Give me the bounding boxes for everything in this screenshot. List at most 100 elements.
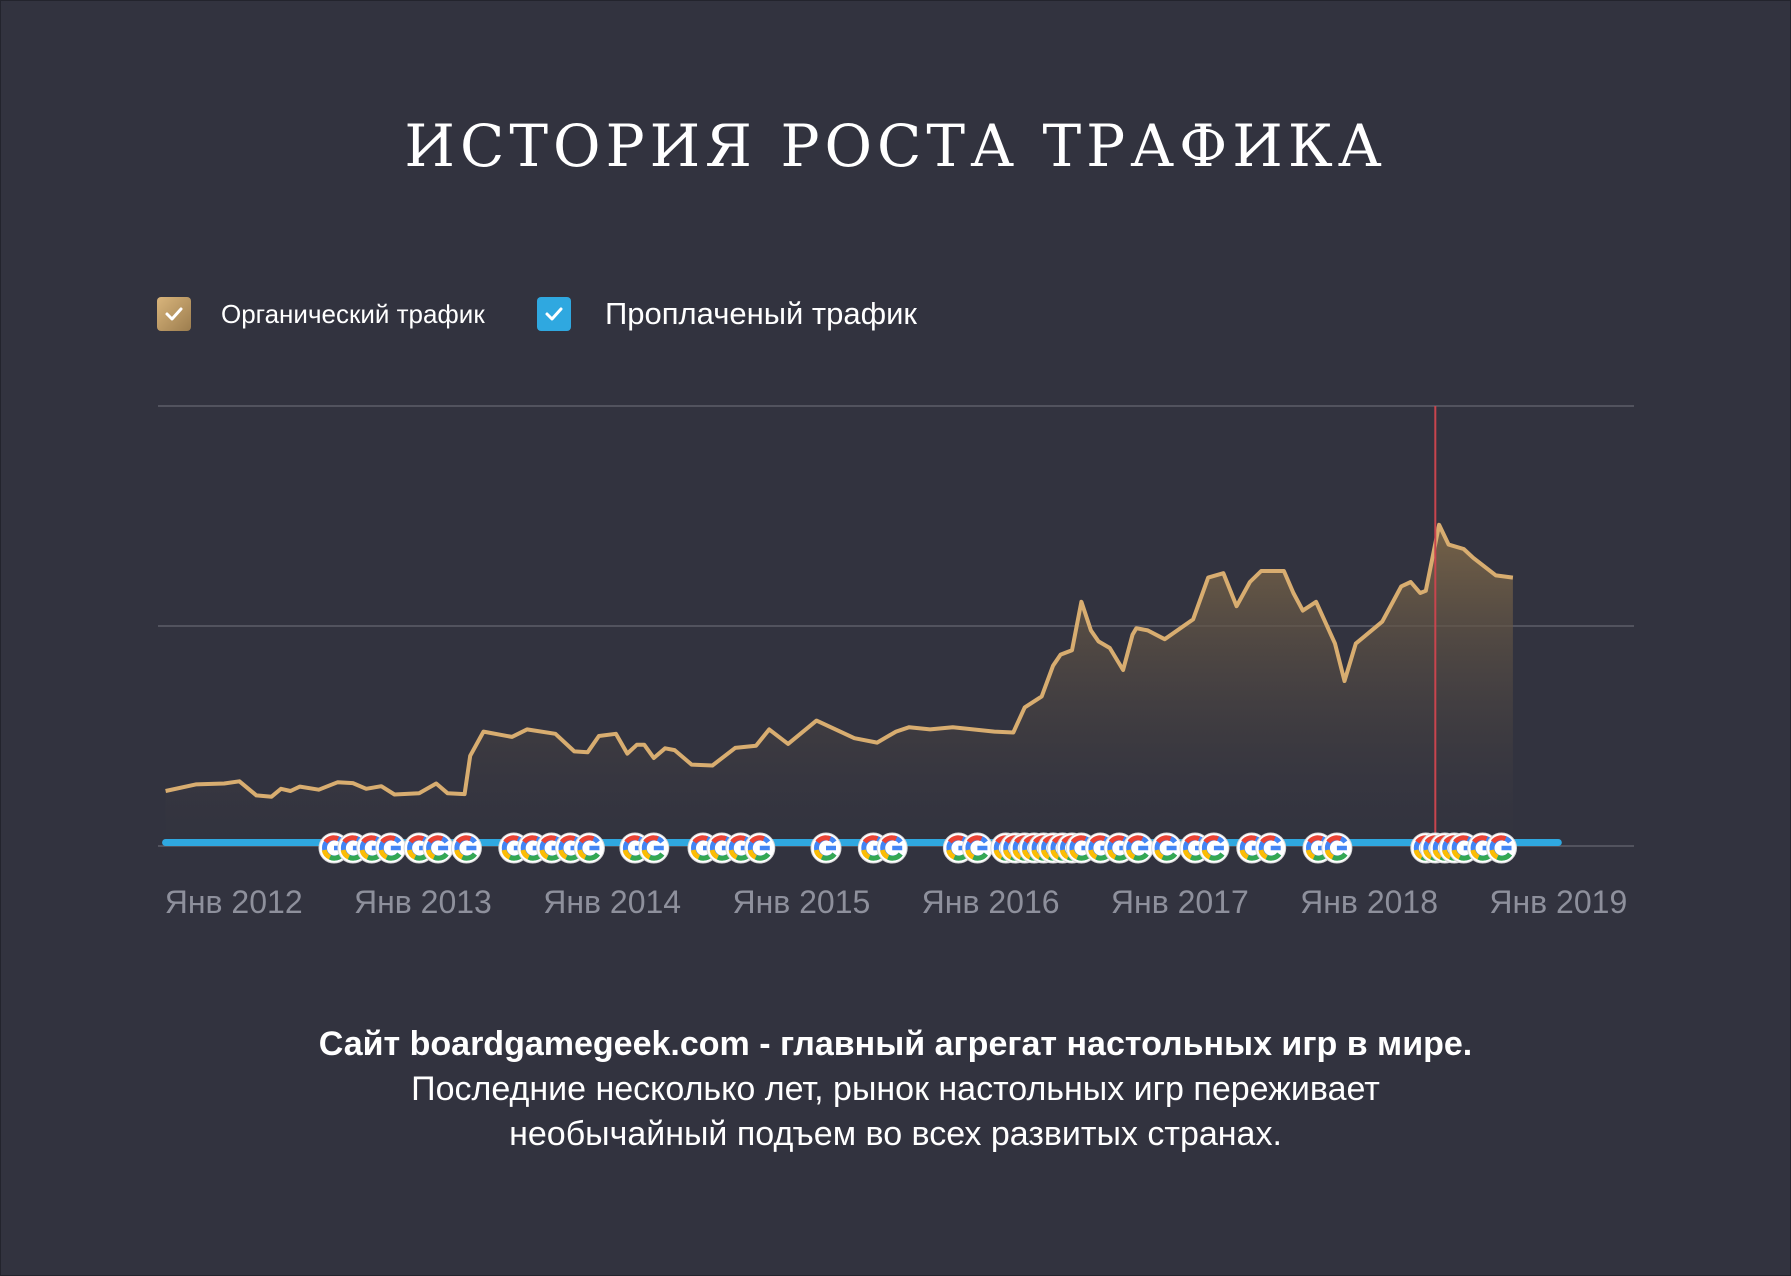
google-icon-yellow — [1258, 849, 1268, 860]
google-icon-red — [624, 835, 640, 844]
caption-line-1: Сайт boardgamegeek.com - главный агрегат… — [318, 1025, 1473, 1063]
google-icon-yellow — [709, 849, 720, 860]
google-icon-red — [1260, 835, 1276, 844]
google-icon-red — [1070, 835, 1087, 844]
google-icon-yellow — [1012, 849, 1022, 860]
google-icon-yellow — [1441, 849, 1452, 860]
google-icon-red — [1089, 835, 1106, 844]
google-icon-green — [1133, 852, 1149, 861]
google-icon-yellow — [641, 849, 652, 860]
x-tick-label: Янв 2016 — [922, 884, 1060, 920]
x-tick-label: Янв 2019 — [1489, 884, 1627, 920]
google-icon-yellow — [813, 849, 824, 860]
google-icon-red — [749, 835, 765, 844]
google-icon-yellow — [622, 849, 633, 860]
google-icon-green — [820, 852, 837, 861]
google-icon-yellow — [1069, 849, 1079, 860]
google-icon-yellow — [340, 849, 351, 860]
google-g-icon — [573, 832, 605, 864]
google-icon-red — [1203, 835, 1219, 844]
checkmark-icon — [545, 307, 563, 321]
google-icon-red — [862, 835, 879, 844]
google-icon-yellow — [1040, 849, 1051, 860]
google-icon-yellow — [1002, 849, 1013, 860]
google-icon-green — [972, 852, 988, 861]
chart-title: ИСТОРИЯ РОСТА ТРАФИКА — [404, 112, 1387, 180]
google-icon-yellow — [993, 849, 1004, 860]
google-icon-yellow — [520, 849, 530, 860]
google-g-icon — [744, 832, 776, 864]
google-icon-red — [559, 835, 576, 844]
google-icon-yellow — [1470, 849, 1480, 860]
google-icon-red — [1490, 835, 1507, 844]
google-g-icon — [810, 832, 842, 864]
google-icon-red — [455, 835, 472, 844]
google-icon-yellow — [861, 849, 871, 860]
google-icon-yellow — [946, 849, 956, 860]
google-icon-yellow — [1324, 849, 1335, 860]
google-icon-red — [815, 835, 832, 844]
x-tick-label: Янв 2012 — [165, 884, 303, 920]
google-icon-yellow — [454, 849, 464, 860]
caption: Сайт boardgamegeek.com - главный агрегат… — [0, 1022, 1791, 1157]
checkmark-icon — [165, 307, 183, 321]
google-icon-red — [427, 835, 444, 844]
google-icon-red — [380, 835, 396, 844]
google-g-icon — [638, 832, 670, 864]
google-icon-yellow — [425, 849, 436, 860]
legend-label-paid: Проплаченый трафик — [605, 296, 917, 331]
google-icon-red — [947, 835, 964, 844]
google-icon-green — [887, 852, 903, 861]
google-icon-yellow — [747, 849, 758, 860]
x-tick-label: Янв 2014 — [543, 884, 681, 920]
google-icon-yellow — [1088, 849, 1098, 860]
legend-label-organic: Органический трафик — [221, 298, 485, 329]
google-icon-red — [643, 835, 659, 844]
google-g-icon — [375, 832, 407, 864]
google-icon-red — [578, 835, 595, 844]
google-icon-red — [881, 835, 898, 844]
google-g-icon — [1122, 832, 1154, 864]
google-icon-green — [1208, 852, 1225, 861]
x-tick-label: Янв 2015 — [732, 884, 870, 920]
google-icon-yellow — [1423, 849, 1433, 860]
google-icon-yellow — [558, 849, 568, 860]
google-icon-red — [541, 835, 557, 844]
google-icon-red — [1326, 835, 1342, 844]
google-icon-yellow — [1451, 849, 1461, 860]
caption-line-2: Последние несколько лет, рынок настольны… — [411, 1070, 1380, 1108]
google-icon-red — [1108, 835, 1125, 844]
google-icon-yellow — [359, 849, 370, 860]
google-g-icon — [450, 832, 482, 864]
google-icon-yellow — [378, 849, 389, 860]
google-icon-yellow — [501, 849, 512, 860]
google-icon-yellow — [1239, 849, 1250, 860]
organic-series-line — [165, 522, 1514, 799]
legend-item-paid[interactable]: Проплаченый трафик — [537, 296, 917, 332]
google-icon-yellow — [1305, 849, 1316, 860]
google-icon-green — [433, 852, 449, 861]
google-icon-green — [754, 852, 771, 861]
google-icon-red — [503, 835, 519, 844]
google-icon-red — [711, 835, 727, 844]
organic-checkbox[interactable] — [157, 297, 191, 331]
google-icon-green — [584, 852, 600, 861]
google-g-icon — [961, 832, 993, 864]
google-icon-red — [408, 835, 425, 844]
google-icon-yellow — [577, 849, 587, 860]
google-icon-yellow — [1432, 849, 1443, 860]
legend-item-organic[interactable]: Органический трафик — [157, 296, 485, 332]
google-g-icon — [1198, 832, 1230, 864]
google-icon-yellow — [879, 849, 890, 860]
google-icon-red — [966, 835, 983, 844]
google-icon-yellow — [1489, 849, 1499, 860]
paid-checkbox[interactable] — [537, 297, 571, 331]
google-icon-yellow — [1021, 849, 1032, 860]
google-icon-red — [361, 835, 377, 844]
google-icon-red — [323, 835, 340, 844]
google-icon-yellow — [690, 849, 701, 860]
organic-area-fill — [165, 524, 1513, 846]
google-icon-yellow — [539, 849, 549, 860]
google-icon-green — [648, 852, 665, 861]
google-icon-yellow — [321, 849, 332, 860]
